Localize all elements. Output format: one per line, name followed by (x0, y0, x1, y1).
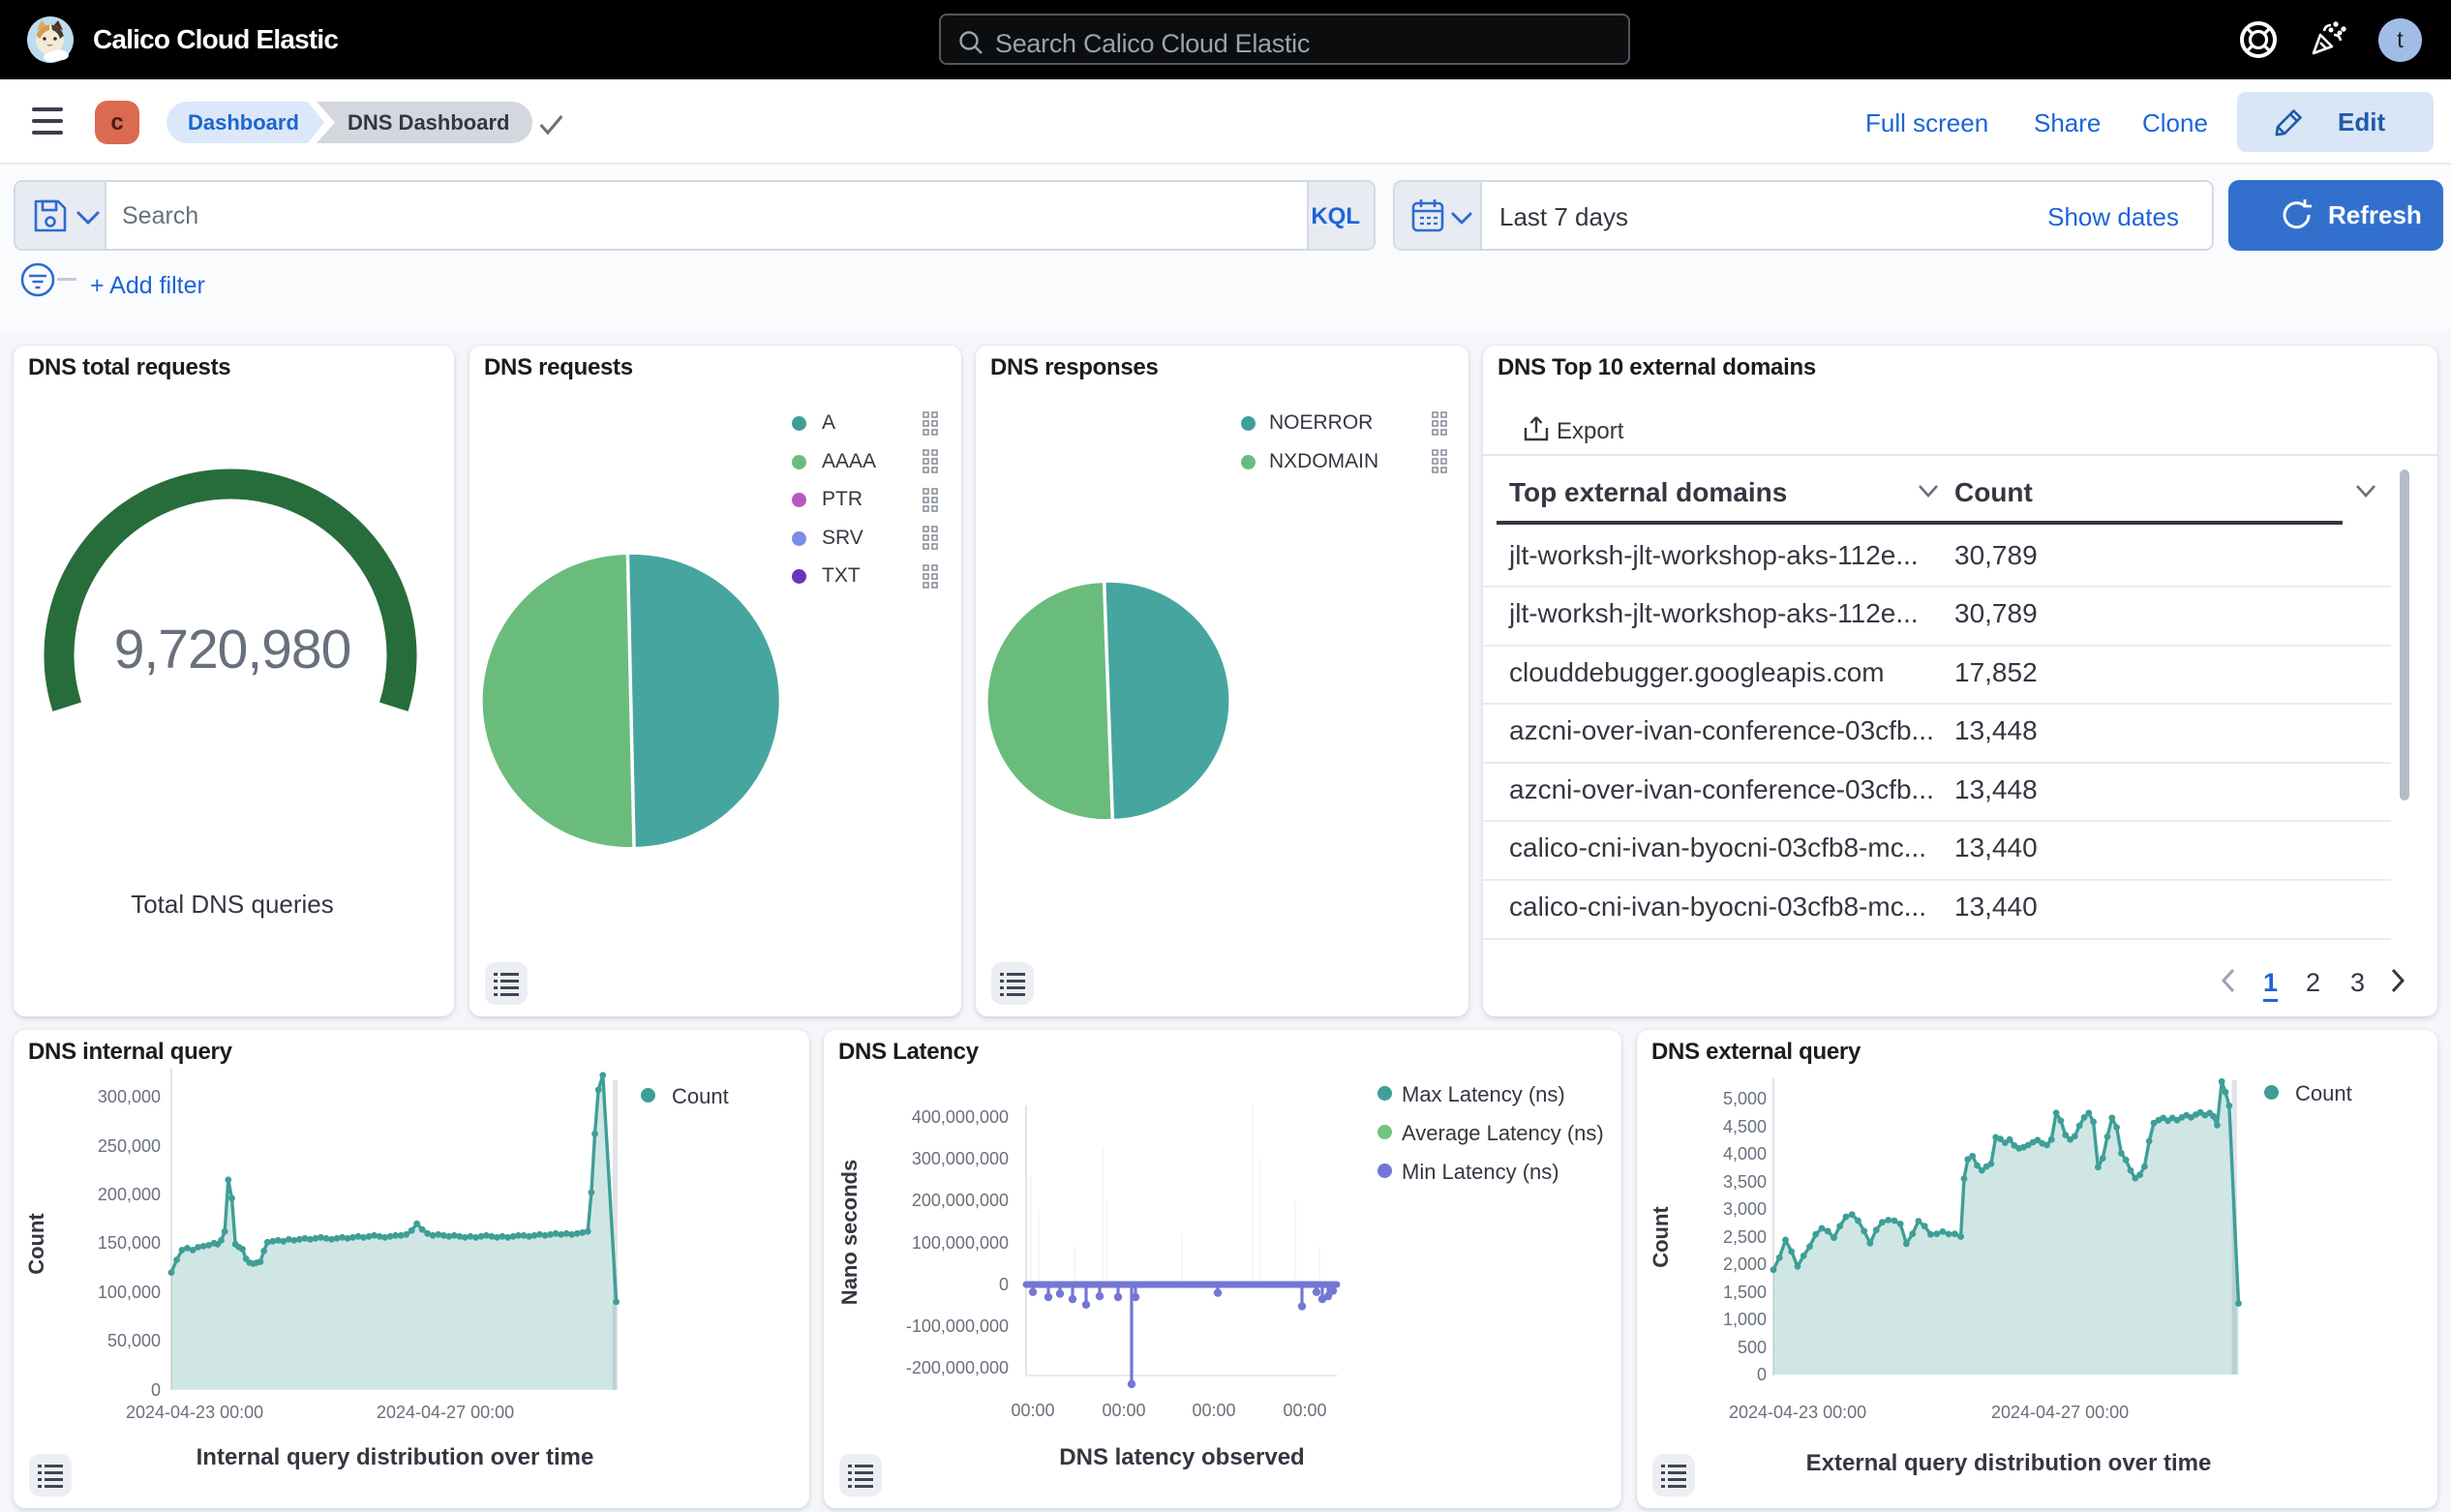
svg-text:Total DNS queries: Total DNS queries (131, 890, 334, 919)
svg-text:9,720,980: 9,720,980 (114, 619, 351, 680)
